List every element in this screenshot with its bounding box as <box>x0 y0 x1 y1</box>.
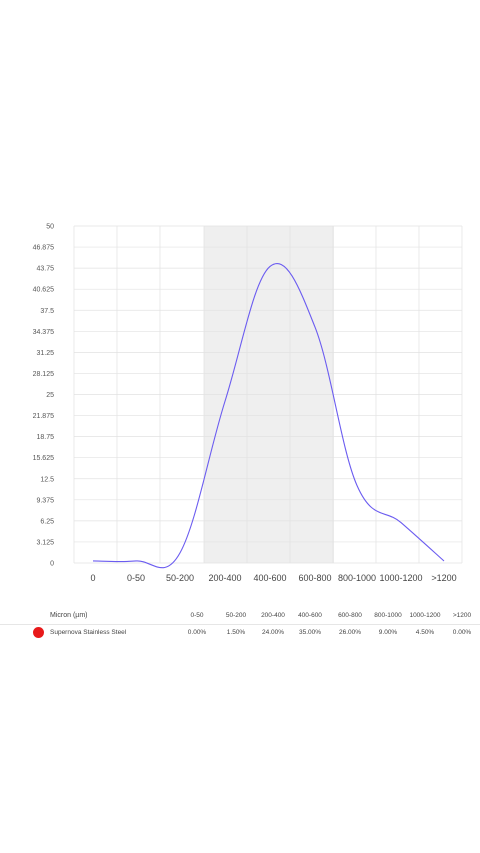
x-tick-label: 800-1000 <box>338 573 376 583</box>
table-column-header: 50-200 <box>225 612 247 619</box>
y-tick-label: 31.25 <box>36 350 54 357</box>
x-tick-label: 1000-1200 <box>379 573 422 583</box>
y-tick-label: 43.75 <box>36 266 54 273</box>
series-lines <box>92 263 445 569</box>
table-cell: 0.00% <box>187 629 207 636</box>
y-axis-ticks: 50 46.875 43.75 40.625 37.5 34.375 31.25 28.125… <box>33 224 55 568</box>
table-cell: 0.00% <box>452 629 472 636</box>
data-table: Micron (µm) 0-50 50-200 200-400 400-600 600-… <box>0 608 480 641</box>
x-tick-label: >1200 <box>431 573 456 583</box>
x-axis-ticks: 0 0-50 50-200 200-400 400-600 600-800 800-1000… <box>90 573 456 583</box>
y-tick-label: 46.875 <box>33 245 55 252</box>
x-tick-label: 50-200 <box>166 573 194 583</box>
table-cell: 9.00% <box>378 629 398 636</box>
y-tick-label: 28.125 <box>33 371 55 378</box>
table-cell: 26.00% <box>338 629 362 636</box>
y-tick-label: 21.875 <box>33 413 55 420</box>
table-header-row: Micron (µm) 0-50 50-200 200-400 400-600 600-… <box>0 608 480 625</box>
series-color-dot <box>33 627 44 638</box>
y-tick-label: 9.375 <box>36 497 54 504</box>
table-cell: 24.00% <box>261 629 285 636</box>
x-tick-label: 0-50 <box>127 573 145 583</box>
x-tick-label: 200-400 <box>208 573 241 583</box>
y-tick-label: 15.625 <box>33 455 55 462</box>
y-tick-label: 0 <box>50 561 54 568</box>
y-tick-label: 37.5 <box>40 308 54 315</box>
y-tick-label: 6.25 <box>40 518 54 525</box>
table-row: Supernova Stainless Steel 0.00% 1.50% 24.0… <box>0 625 480 641</box>
table-column-header: 600-800 <box>338 612 362 619</box>
series-line <box>92 263 445 569</box>
table-cell: 1.50% <box>226 629 246 636</box>
y-tick-label: 40.625 <box>33 287 55 294</box>
x-tick-label: 0 <box>90 573 95 583</box>
y-tick-label: 50 <box>46 224 54 231</box>
table-cell: 4.50% <box>415 629 435 636</box>
x-tick-label: 600-800 <box>298 573 331 583</box>
table-column-header: 1000-1200 <box>409 612 441 619</box>
y-tick-label: 12.5 <box>40 476 54 483</box>
y-tick-label: 34.375 <box>33 329 55 336</box>
y-tick-label: 18.75 <box>36 434 54 441</box>
table-column-header: 200-400 <box>261 612 285 619</box>
grid-lines <box>73 225 463 564</box>
y-tick-label: 3.125 <box>36 539 54 546</box>
table-column-header: >1200 <box>452 612 472 619</box>
y-tick-label: 25 <box>46 392 54 399</box>
x-tick-label: 400-600 <box>253 573 286 583</box>
table-column-header: 0-50 <box>190 612 204 619</box>
table-column-header: 400-600 <box>298 612 322 619</box>
table-cell: 35.00% <box>298 629 322 636</box>
table-column-header: 800-1000 <box>374 612 402 619</box>
table-header-label: Micron (µm) <box>50 612 88 619</box>
distribution-chart: 50 46.875 43.75 40.625 37.5 34.375 31.25 28.125… <box>33 224 463 583</box>
series-name: Supernova Stainless Steel <box>50 629 127 636</box>
